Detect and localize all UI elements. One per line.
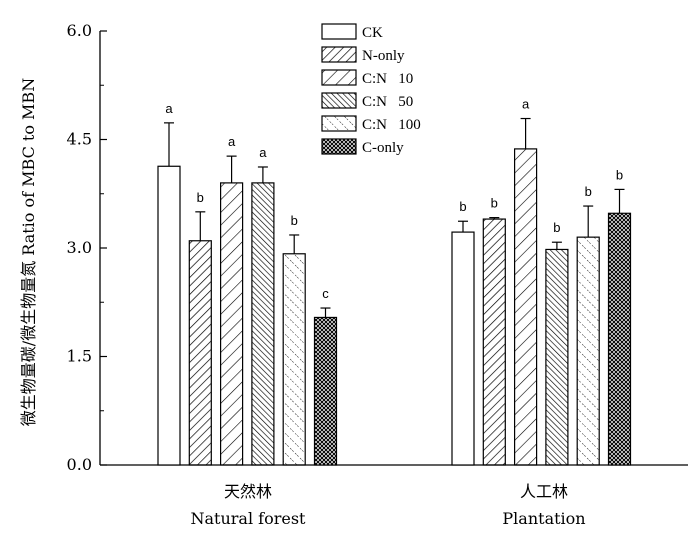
significance-letter: b (291, 213, 298, 228)
category-label-en: Natural forest (191, 509, 307, 528)
category-label-en: Plantation (502, 509, 585, 528)
bar-0-0 (157, 165, 181, 466)
y-tick-label: 4.5 (67, 130, 92, 149)
legend-swatch (321, 138, 357, 155)
significance-letter: b (585, 184, 592, 199)
plot-area: 0.0 1.5 3.0 4.5 6.0 a b a a b c 天然林 Natural forest b b… (67, 21, 688, 528)
y-tick-label: 0.0 (67, 455, 92, 474)
significance-letter: a (228, 134, 236, 149)
bar-1-4 (576, 236, 600, 466)
legend-label: C:N 50 (362, 94, 413, 110)
y-tick-label: 3.0 (67, 238, 92, 257)
legend-label: C:N 100 (362, 117, 421, 133)
legend-swatch (321, 23, 357, 40)
legend-label: CK (362, 25, 383, 41)
bar-1-5 (607, 212, 632, 466)
bar-0-3 (251, 182, 275, 466)
significance-letter: a (522, 97, 530, 112)
category-label-zh: 人工林 (520, 482, 568, 501)
bar-1-2 (513, 148, 538, 466)
significance-letter: c (322, 286, 329, 301)
significance-letter: b (616, 167, 623, 182)
significance-letter: b (459, 199, 466, 214)
bar-0-2 (220, 182, 244, 466)
legend-label: C-only (362, 140, 404, 156)
y-tick-label: 6.0 (67, 21, 92, 40)
bar-1-1 (482, 218, 506, 466)
category-label-zh: 天然林 (224, 482, 272, 501)
y-tick-label: 1.5 (67, 347, 92, 366)
legend-label: C:N 10 (362, 71, 413, 87)
legend-label: N-only (362, 48, 405, 64)
legend-swatch (321, 115, 357, 132)
y-axis-label: 微生物量碳/微生物量氮 Ratio of MBC to MBN (19, 78, 38, 426)
significance-letter: a (259, 145, 267, 160)
legend-swatch (321, 92, 357, 109)
legend-swatch (321, 69, 357, 86)
y-axis-title: 微生物量碳/微生物量氮 Ratio of MBC to MBN (19, 78, 38, 426)
legend-swatch (321, 46, 357, 63)
significance-letter: b (491, 196, 498, 211)
significance-letter: b (553, 220, 560, 235)
bar-1-0 (451, 231, 475, 466)
bar-1-3 (545, 248, 569, 466)
legend: CK N-only C:N 10 C:N 50 C:N 100 C-only (321, 23, 421, 156)
significance-letter: a (165, 101, 173, 116)
bar-0-1 (188, 240, 212, 466)
bar-0-4 (282, 253, 306, 466)
bar-0-5 (313, 316, 338, 466)
significance-letter: b (197, 190, 204, 205)
